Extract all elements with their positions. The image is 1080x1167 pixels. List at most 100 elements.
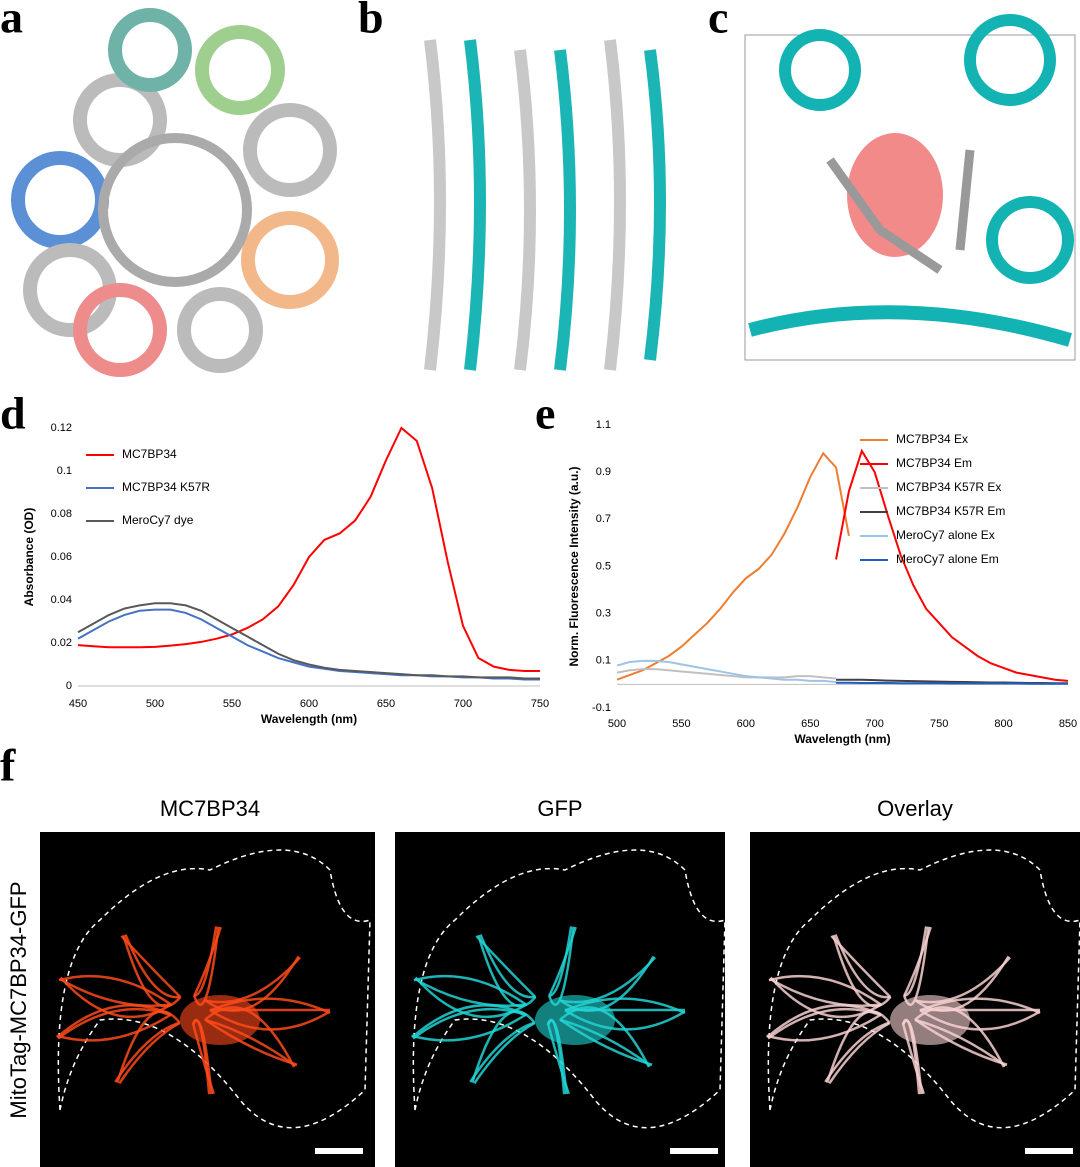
data-line [836, 681, 1068, 685]
y-axis-title: Norm. Fluorescence Intensity (a.u.) [567, 466, 581, 666]
mitochondria [766, 1013, 882, 1042]
scale-bar [670, 1148, 718, 1154]
mitochondria [828, 1021, 891, 1085]
y-tick-label: 0.5 [596, 560, 611, 572]
cell-outline [412, 849, 726, 1129]
mitochondria [473, 1021, 536, 1085]
panel-label: d [0, 388, 26, 439]
y-tick-label: 0.1 [57, 465, 72, 477]
x-tick-label: 550 [223, 698, 241, 710]
row-label: MitoTag-MC7BP34-GFP [6, 881, 31, 1118]
data-line [77, 602, 540, 680]
panel-label: a [0, 0, 23, 43]
mito-cluster [180, 995, 260, 1045]
legend-label: MC7BP34 K57R [122, 480, 210, 494]
cell-outline [57, 849, 371, 1129]
mitochondria [903, 926, 932, 996]
x-tick-label: 650 [377, 698, 395, 710]
x-tick-label: 750 [930, 718, 948, 730]
x-tick-label: 700 [454, 698, 472, 710]
mitochondria [769, 976, 883, 1019]
mitochondria [56, 1013, 172, 1042]
legend-label: MC7BP34 Ex [896, 432, 968, 446]
legend-label: MC7BP34 Em [896, 456, 972, 470]
y-tick-label: -0.1 [592, 702, 611, 714]
y-tick-label: 0.9 [596, 466, 611, 478]
legend-label: MC7BP34 [122, 447, 177, 461]
x-tick-label: 750 [531, 698, 549, 710]
x-tick-label: 500 [608, 718, 626, 730]
y-tick-label: 0.12 [51, 422, 72, 434]
data-line [616, 668, 837, 680]
mitochondria [479, 934, 537, 999]
mitochondria [824, 1021, 890, 1083]
data-line [835, 448, 1069, 682]
scale-bar [315, 1148, 363, 1154]
y-tick-label: 1.1 [596, 419, 611, 431]
legend-label: MeroCy7 alone Ex [896, 528, 995, 542]
structure-a [11, 8, 339, 377]
mitochondria [469, 1021, 535, 1083]
data-line [77, 608, 540, 681]
mitochondria [826, 1010, 891, 1084]
x-axis-title: Wavelength (nm) [794, 732, 890, 746]
mitochondria [414, 976, 528, 1019]
mitochondria [118, 1021, 181, 1085]
cell-outline [767, 849, 1080, 1129]
mitochondria [122, 934, 182, 1008]
mitochondria [116, 1010, 181, 1084]
mitochondria [124, 934, 182, 999]
y-tick-label: 0.7 [596, 513, 611, 525]
mitochondria [193, 926, 222, 996]
panel-label: c [708, 0, 728, 43]
legend-label: MC7BP34 K57R Ex [896, 480, 1001, 494]
legend-label: MeroCy7 dye [122, 513, 194, 527]
x-tick-label: 850 [1059, 718, 1077, 730]
data-line [77, 426, 540, 672]
mitochondria [834, 934, 892, 999]
mitochondria [477, 934, 537, 1008]
data-line [616, 451, 850, 681]
mitochondria [475, 935, 537, 998]
mito-cluster [890, 995, 970, 1045]
mitochondria [413, 974, 527, 1006]
y-tick-label: 0.02 [51, 637, 72, 649]
x-tick-label: 600 [737, 718, 755, 730]
y-tick-label: 0.3 [596, 608, 611, 620]
mitochondria [120, 935, 182, 998]
panel-label: f [0, 740, 16, 791]
legend-label: MeroCy7 alone Em [896, 552, 999, 566]
x-tick-label: 600 [300, 698, 318, 710]
micrograph [56, 849, 371, 1154]
structure-b [424, 39, 666, 371]
micrograph [766, 849, 1080, 1154]
x-tick-label: 550 [672, 718, 690, 730]
x-tick-label: 650 [801, 718, 819, 730]
x-tick-label: 500 [146, 698, 164, 710]
x-tick-label: 700 [866, 718, 884, 730]
scale-bar [1025, 1148, 1073, 1154]
x-axis-title: Wavelength (nm) [261, 712, 357, 726]
y-tick-label: 0.08 [51, 508, 72, 520]
structure-c [744, 14, 1076, 361]
mitochondria [768, 974, 882, 1006]
data-line [616, 659, 837, 684]
micrograph-title: MC7BP34 [160, 796, 260, 821]
x-tick-label: 800 [994, 718, 1012, 730]
x-tick-label: 450 [69, 698, 87, 710]
micrograph-title: GFP [537, 796, 582, 821]
mitochondria [471, 1010, 536, 1084]
y-tick-label: 0.04 [51, 594, 72, 606]
mitochondria [830, 935, 892, 998]
panel-label: e [535, 388, 555, 439]
y-tick-label: 0.06 [51, 551, 72, 563]
y-axis-title: Absorbance (OD) [22, 508, 36, 607]
mitochondria [411, 1013, 527, 1042]
micrograph [411, 849, 726, 1154]
mito-cluster [535, 995, 615, 1045]
y-tick-label: 0.1 [596, 655, 611, 667]
legend-label: MC7BP34 K57R Em [896, 504, 1005, 518]
mitochondria [548, 926, 577, 996]
